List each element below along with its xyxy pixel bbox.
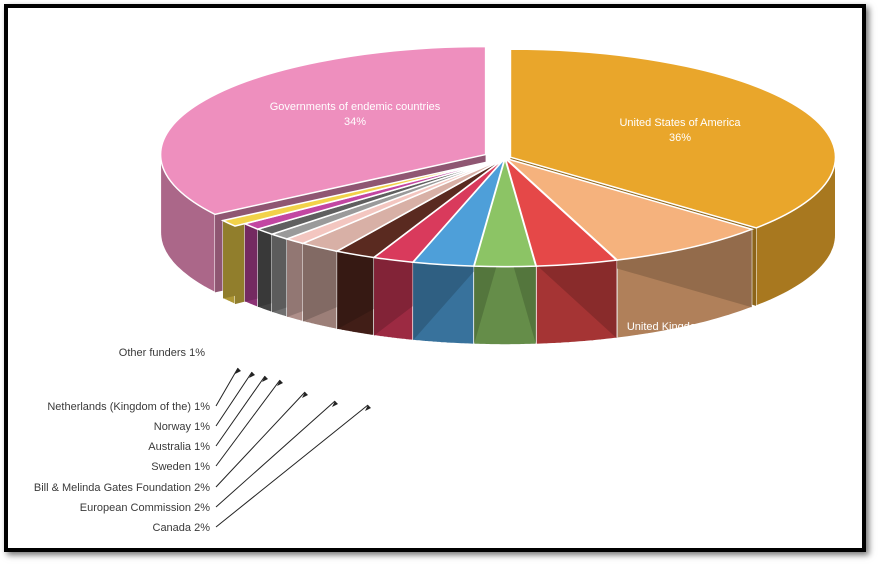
leader-arrow-canada <box>365 405 371 411</box>
label-germany: Germany <box>456 351 502 363</box>
slice-other-funders <box>220 159 494 227</box>
leader-australia <box>215 375 266 447</box>
label-japan: Japan <box>403 356 433 368</box>
slice-governments-of-endemic-countries <box>159 45 487 216</box>
pie-top-faces <box>159 45 837 268</box>
leader-sweden <box>215 379 281 467</box>
legend-european-commission: European Commission 2% <box>80 502 210 514</box>
leader-arrow-australia <box>262 376 268 382</box>
leader-netherlands-kingdom-of-the <box>215 367 239 407</box>
value-germany: 3% <box>471 366 487 378</box>
legend-other-funders: Other funders 1% <box>119 347 205 359</box>
value-governments-of-endemic-countries: 34% <box>344 116 366 128</box>
leader-canada <box>215 404 369 528</box>
legend-norway: Norway 1% <box>154 421 210 433</box>
label-governments-of-endemic-countries: Governments of endemic countries <box>270 101 441 113</box>
slice-labels: United States of America 36% United Kingdo… <box>34 101 742 534</box>
slice-united-kingdom <box>505 157 755 261</box>
legend-canada: Canada 2% <box>153 522 211 534</box>
legend-australia: Australia 1% <box>148 441 210 453</box>
leader-arrow-sweden <box>277 380 283 386</box>
leader-arrow-bill-melinda-gates-foundation <box>302 392 308 398</box>
leader-arrow-european-commission <box>332 401 338 407</box>
leader-lines <box>215 367 371 528</box>
label-france: France <box>536 346 570 358</box>
label-united-states-of-america: United States of America <box>619 117 741 129</box>
leader-arrow-norway <box>249 372 255 378</box>
value-united-states-of-america: 36% <box>669 132 691 144</box>
leader-arrow-netherlands-kingdom-of-the <box>235 368 241 374</box>
label-united-kingdom: United Kingdom <box>627 321 705 333</box>
legend-bill-melinda-gates-foundation: Bill & Melinda Gates Foundation 2% <box>34 482 210 494</box>
value-japan: 3% <box>410 371 426 383</box>
value-france: 4% <box>545 361 561 373</box>
leader-norway <box>215 371 253 427</box>
leader-european-commission <box>215 400 336 508</box>
leader-bill-melinda-gates-foundation <box>215 391 306 488</box>
value-united-kingdom: 8% <box>658 336 674 348</box>
legend-sweden: Sweden 1% <box>151 461 210 473</box>
slice-united-states-of-america <box>509 48 837 229</box>
legend-netherlands-kingdom-of-the: Netherlands (Kingdom of the) 1% <box>47 401 210 413</box>
